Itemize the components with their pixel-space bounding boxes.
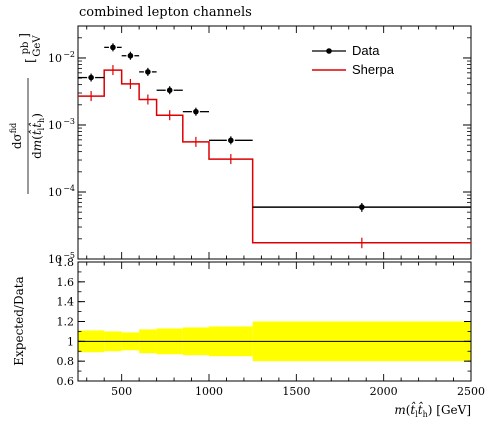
main-panel: 10−510−410−310−2 [48,25,472,266]
data-point [88,74,94,81]
main-y-tick-label: 10 [48,119,62,132]
main-y-tick-exponent: −2 [63,50,75,59]
ratio-y-tick-label: 1.8 [57,256,75,269]
ratio-y-tick-label: 1.2 [57,316,75,329]
data-point [228,137,234,144]
main-y-tick-label: 10 [48,52,62,65]
ratio-y-tick-label: 1.4 [57,296,75,309]
x-tick-label: 1500 [282,385,310,398]
x-tick-label: 2500 [457,385,485,398]
x-tick-label: 2000 [370,385,398,398]
x-tick-label: 500 [111,385,132,398]
chart-title: combined lepton channels [79,5,252,20]
ratio-y-tick-label: 1.6 [57,276,75,289]
data-point [359,204,365,210]
x-axis-label: m(t̂lt̂h) [GeV] [394,400,471,419]
main-y-tick-label: 10 [48,186,62,199]
ratio-y-tick-label: 1 [67,335,74,348]
main-y-tick-exponent: −3 [63,117,75,126]
main-y-axis-label: dσfid dm(t̂lt̂h) [ pb ] GeV [9,33,46,194]
legend-data-label: Data [352,43,380,58]
legend: Data Sherpa [312,43,395,77]
ratio-y-tick-label: 0.8 [57,355,75,368]
legend-data-marker [326,48,332,54]
data-point [193,108,199,115]
data-point [166,87,173,94]
data-point [145,69,151,75]
data-point [110,44,116,51]
ylabel-units-denominator: GeV [32,35,43,57]
main-y-tick-exponent: −4 [63,184,75,193]
ratio-y-axis-label: Expected/Data [12,276,26,365]
x-tick-label: 1000 [195,385,223,398]
main-y-tick-exponent: −5 [63,251,75,260]
data-point [127,52,134,59]
ratio-y-tick-label: 0.6 [57,375,75,388]
legend-sherpa-label: Sherpa [352,62,395,77]
ratio-panel: 0.6 0.8 1 1.2 1.4 1.6 1.8 500 1000 1500 2000 2500 [57,256,486,398]
main-y-tick-label: 10 [48,253,62,266]
ylabel-denominator: dm(t̂lt̂h) [27,113,46,159]
